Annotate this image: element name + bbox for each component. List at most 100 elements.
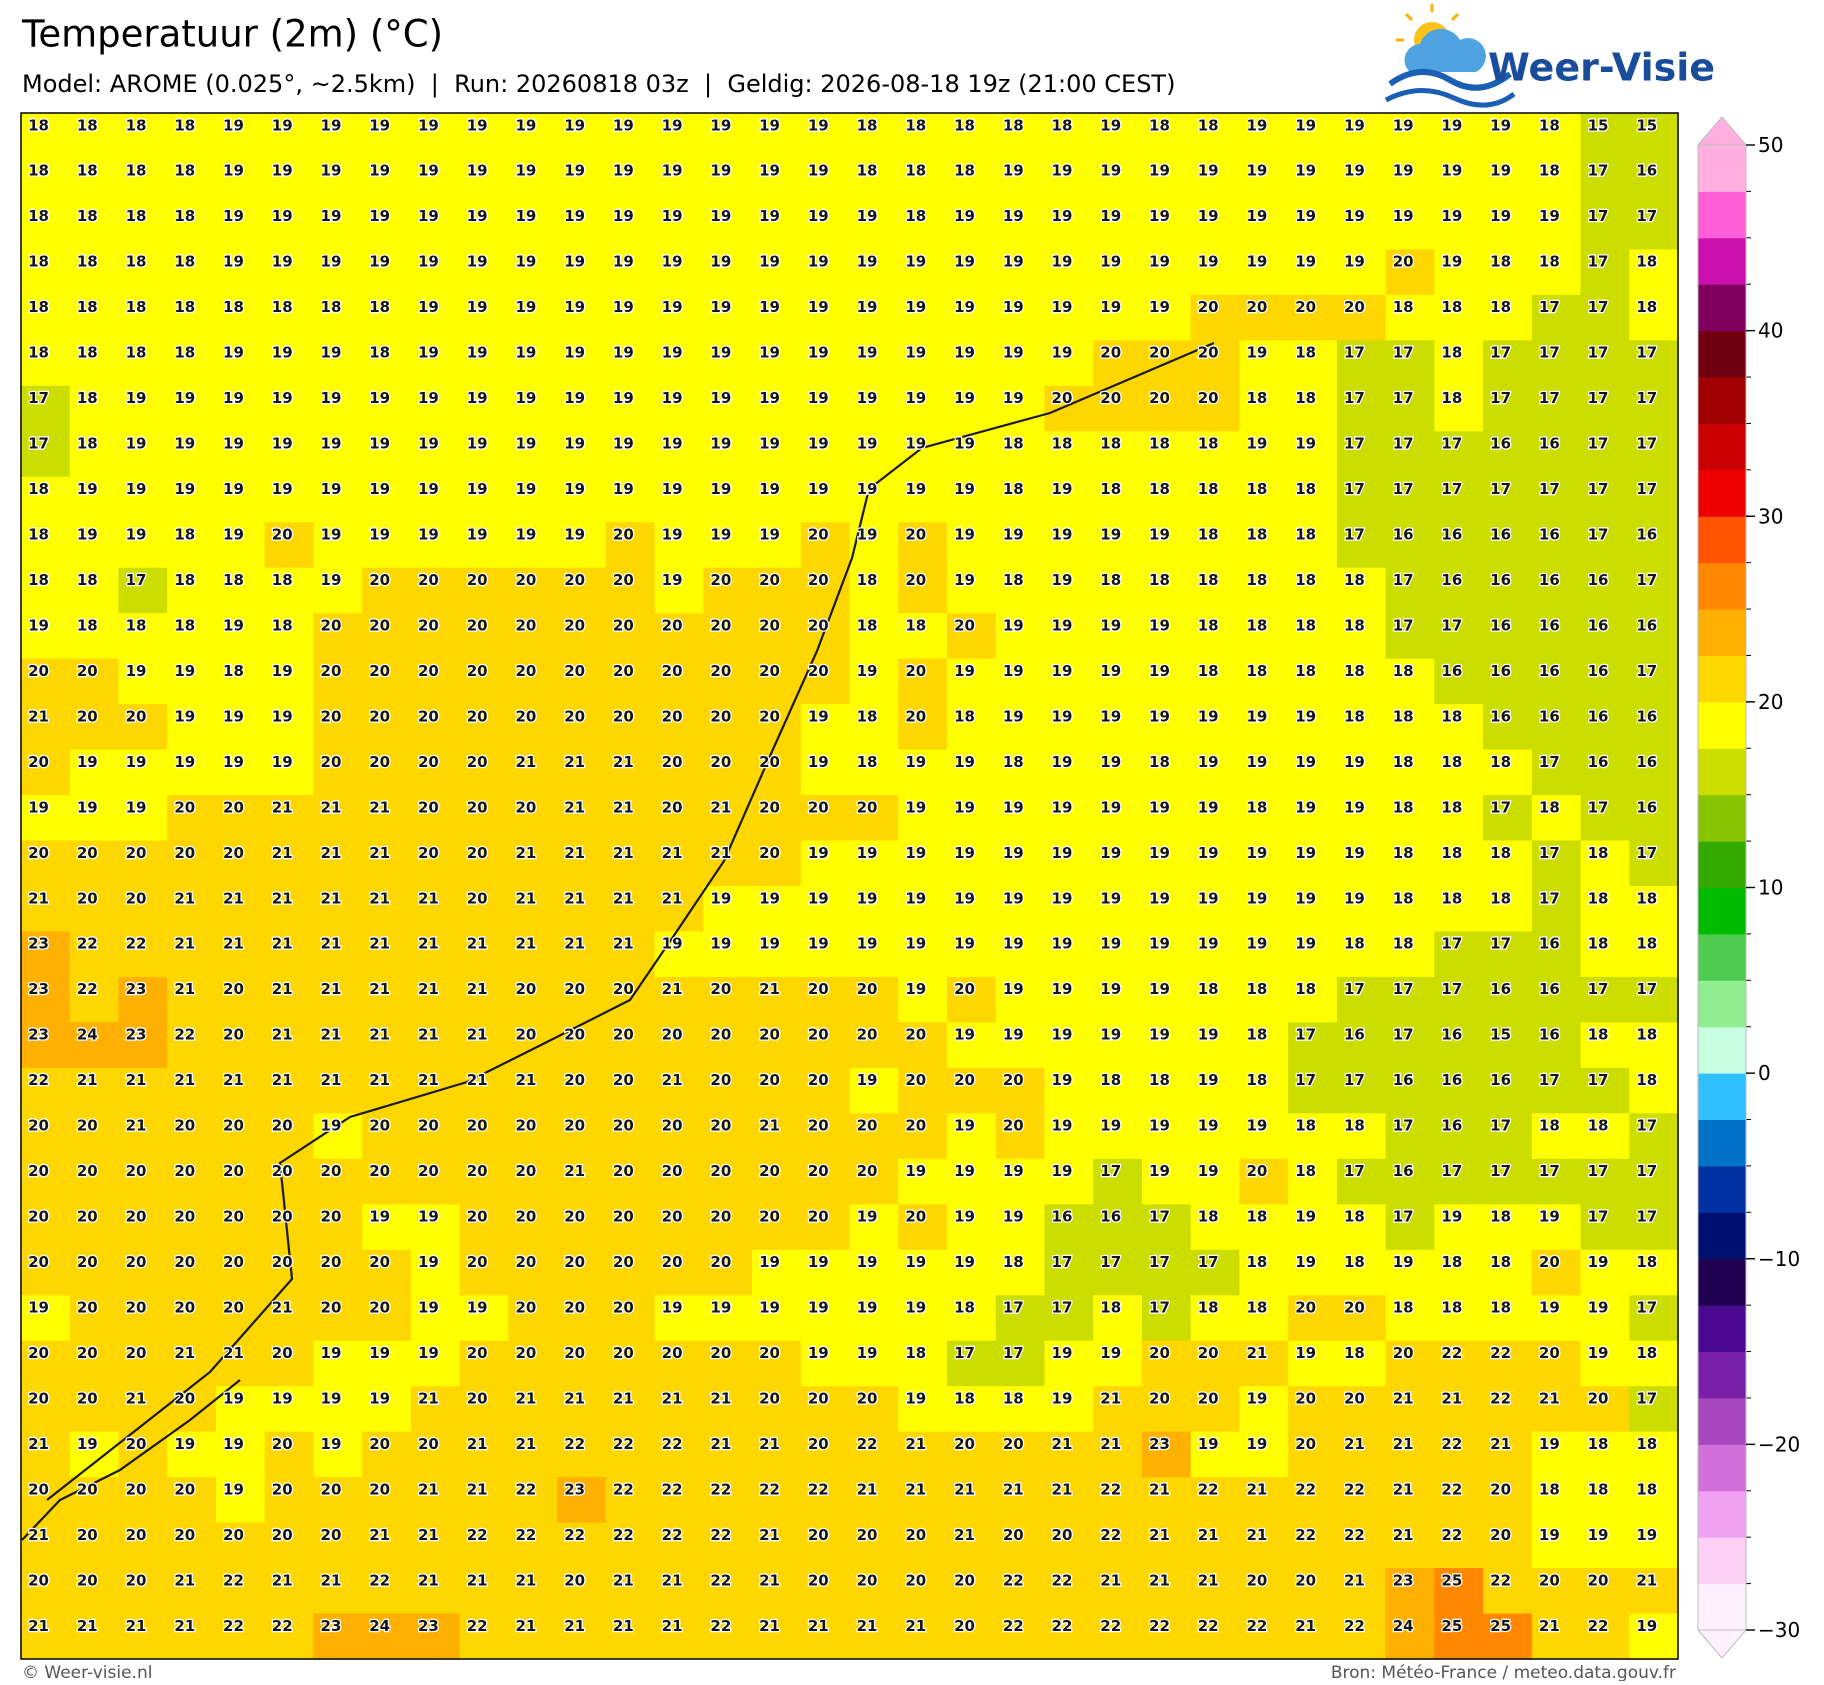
- temperature-cell: [508, 385, 558, 432]
- temperature-cell: [849, 113, 899, 160]
- temperature-cell: [1190, 158, 1240, 205]
- temperature-label: 21: [613, 1389, 634, 1407]
- temperature-label: 21: [321, 935, 342, 953]
- temperature-label: 22: [1052, 1571, 1073, 1589]
- temperature-label: 19: [1003, 1026, 1024, 1044]
- temperature-cell: [508, 476, 558, 523]
- temperature-cell: [752, 340, 802, 387]
- temperature-label: 21: [564, 1617, 585, 1635]
- temperature-cell: [1093, 522, 1143, 569]
- temperature-label: 18: [28, 480, 49, 498]
- temperature-label: 19: [808, 207, 829, 225]
- temperature-cell: [995, 294, 1046, 341]
- temperature-cell: [800, 476, 851, 523]
- temperature-label: 18: [1490, 253, 1511, 271]
- temperature-label: 19: [1052, 571, 1073, 589]
- temperature-label: 17: [1588, 207, 1609, 225]
- temperature-cell: [1141, 522, 1192, 569]
- temperature-cell: [264, 476, 315, 523]
- temperature-label: 17: [1636, 1208, 1657, 1226]
- temperature-cell: [557, 294, 607, 341]
- temperature-label: 20: [662, 798, 683, 816]
- temperature-label: 20: [467, 753, 488, 771]
- temperature-cell: [362, 1022, 412, 1069]
- temperature-label: 16: [1490, 980, 1511, 998]
- temperature-label: 22: [662, 1526, 683, 1544]
- temperature-label: 18: [1588, 1435, 1609, 1453]
- temperature-label: 17: [1539, 344, 1560, 362]
- temperature-label: 20: [808, 980, 829, 998]
- temperature-label: 19: [759, 207, 780, 225]
- temperature-cell: [898, 1158, 948, 1205]
- temperature-label: 18: [272, 298, 293, 316]
- temperature-label: 19: [1100, 616, 1121, 634]
- temperature-cell: [215, 976, 266, 1024]
- temperature-label: 19: [126, 435, 147, 453]
- temperature-label: 18: [1393, 889, 1414, 907]
- temperature-cell: [313, 158, 363, 205]
- temperature-cell: [605, 749, 656, 796]
- temperature-cell: [752, 1158, 802, 1205]
- temperature-cell: [1629, 431, 1679, 478]
- temperature-label: 20: [662, 1253, 683, 1271]
- colorbar-band: [1698, 1397, 1746, 1445]
- temperature-label: 18: [1198, 662, 1219, 680]
- temperature-cell: [946, 658, 997, 705]
- temperature-label: 19: [857, 662, 878, 680]
- temperature-label: 20: [759, 571, 780, 589]
- temperature-label: 20: [857, 1026, 878, 1044]
- temperature-label: 18: [1198, 1299, 1219, 1317]
- temperature-label: 19: [321, 526, 342, 544]
- temperature-cell: [1629, 840, 1679, 887]
- temperature-label: 19: [905, 1389, 926, 1407]
- temperature-label: 19: [1100, 253, 1121, 271]
- temperature-label: 18: [857, 571, 878, 589]
- temperature-label: 18: [1149, 116, 1170, 134]
- temperature-label: 19: [759, 1253, 780, 1271]
- temperature-label: 20: [613, 526, 634, 544]
- temperature-label: 20: [905, 1071, 926, 1089]
- temperature-label: 22: [1490, 1344, 1511, 1362]
- temperature-cell: [1434, 749, 1484, 796]
- temperature-cell: [69, 1249, 120, 1296]
- temperature-cell: [215, 749, 266, 796]
- temperature-label: 21: [857, 1480, 878, 1498]
- temperature-label: 20: [613, 1208, 634, 1226]
- temperature-label: 18: [77, 253, 98, 271]
- temperature-label: 19: [126, 662, 147, 680]
- temperature-label: 18: [1636, 253, 1657, 271]
- temperature-label: 19: [418, 116, 439, 134]
- temperature-label: 18: [1052, 435, 1073, 453]
- temperature-label: 18: [126, 207, 147, 225]
- temperature-cell: [410, 840, 461, 887]
- temperature-cell: [898, 340, 948, 387]
- temperature-label: 19: [1003, 616, 1024, 634]
- temperature-label: 20: [808, 798, 829, 816]
- temperature-cell: [264, 567, 315, 614]
- temperature-cell: [1336, 1158, 1387, 1205]
- temperature-label: 20: [710, 1208, 731, 1226]
- temperature-label: 19: [1052, 480, 1073, 498]
- temperature-cell: [605, 294, 656, 341]
- temperature-cell: [1629, 1022, 1679, 1069]
- temperature-cell: [508, 795, 558, 842]
- temperature-cell: [459, 567, 509, 614]
- temperature-label: 19: [1149, 526, 1170, 544]
- temperature-cell: [459, 113, 509, 160]
- temperature-label: 21: [467, 980, 488, 998]
- temperature-label: 19: [321, 344, 342, 362]
- temperature-cell: [1093, 931, 1143, 978]
- temperature-cell: [1336, 840, 1387, 887]
- temperature-cell: [1629, 476, 1679, 523]
- temperature-label: 21: [515, 1435, 536, 1453]
- temperature-cell: [167, 385, 217, 432]
- temperature-label: 20: [662, 616, 683, 634]
- temperature-label: 16: [1490, 1071, 1511, 1089]
- temperature-label: 20: [28, 844, 49, 862]
- temperature-label: 20: [808, 616, 829, 634]
- temperature-cell: [1288, 613, 1338, 660]
- temperature-label: 19: [418, 207, 439, 225]
- temperature-label: 22: [662, 1435, 683, 1453]
- temperature-cell: [1336, 431, 1387, 478]
- temperature-label: 19: [1052, 207, 1073, 225]
